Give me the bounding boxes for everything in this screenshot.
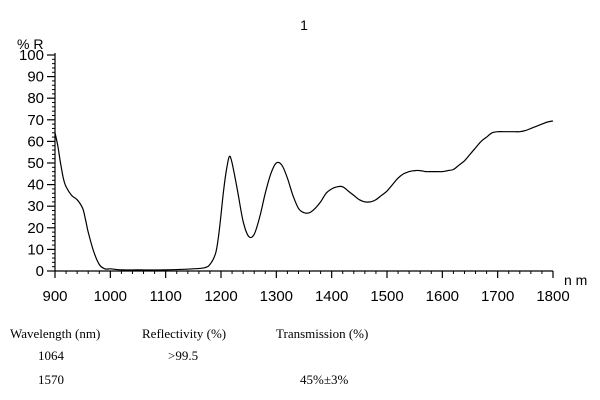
x-tick-label: 1100 <box>150 288 182 305</box>
x-tick-label: 1800 <box>536 288 569 305</box>
row-1064-reflectivity: >99.5 <box>168 348 199 363</box>
row-1570-wavelength: 1570 <box>38 372 64 387</box>
x-ticks: 900 1000 1100 1200 1300 1400 1500 1600 1700 1800 <box>42 271 570 305</box>
row-1570-transmission: 45%±3% <box>300 372 349 387</box>
header-reflectivity: Reflectivity (%) <box>142 326 227 341</box>
x-axis-label: n m <box>564 272 587 288</box>
y-tick-label: 10 <box>27 241 44 258</box>
x-tick-label: 1200 <box>204 288 237 305</box>
x-tick-label: 1400 <box>315 288 348 305</box>
x-tick-label: 1000 <box>94 288 127 305</box>
x-tick-label: 1300 <box>260 288 293 305</box>
y-tick-label: 50 <box>27 155 44 172</box>
reflectance-chart: 1 % R n m 0 10 20 30 40 50 60 70 80 90 100 900 1000… <box>17 17 587 305</box>
x-tick-label: 900 <box>42 288 67 305</box>
y-tick-label: 70 <box>27 112 44 129</box>
y-tick-label: 60 <box>27 133 44 150</box>
y-tick-label: 0 <box>36 263 44 280</box>
y-tick-label: 90 <box>27 69 44 86</box>
y-tick-label: 80 <box>27 90 44 107</box>
x-tick-label: 1600 <box>426 288 459 305</box>
y-tick-label: 20 <box>27 220 44 237</box>
y-ticks: 0 10 20 30 40 50 60 70 80 90 100 <box>19 47 55 280</box>
x-tick-label: 1500 <box>370 288 403 305</box>
y-axis-label: % R <box>17 36 43 52</box>
row-1064-wavelength: 1064 <box>38 348 64 363</box>
chart-axes <box>54 53 553 272</box>
x-tick-label: 1700 <box>481 288 514 305</box>
y-tick-label: 40 <box>27 177 44 194</box>
reflectance-curve <box>54 120 554 271</box>
y-tick-label: 30 <box>27 198 44 215</box>
header-wavelength: Wavelength (nm) <box>10 326 101 341</box>
chart-title: 1 <box>300 17 308 33</box>
y-tick-label: 100 <box>19 47 44 64</box>
minor-ticks <box>52 58 543 274</box>
header-transmission: Transmission (%) <box>276 326 369 341</box>
